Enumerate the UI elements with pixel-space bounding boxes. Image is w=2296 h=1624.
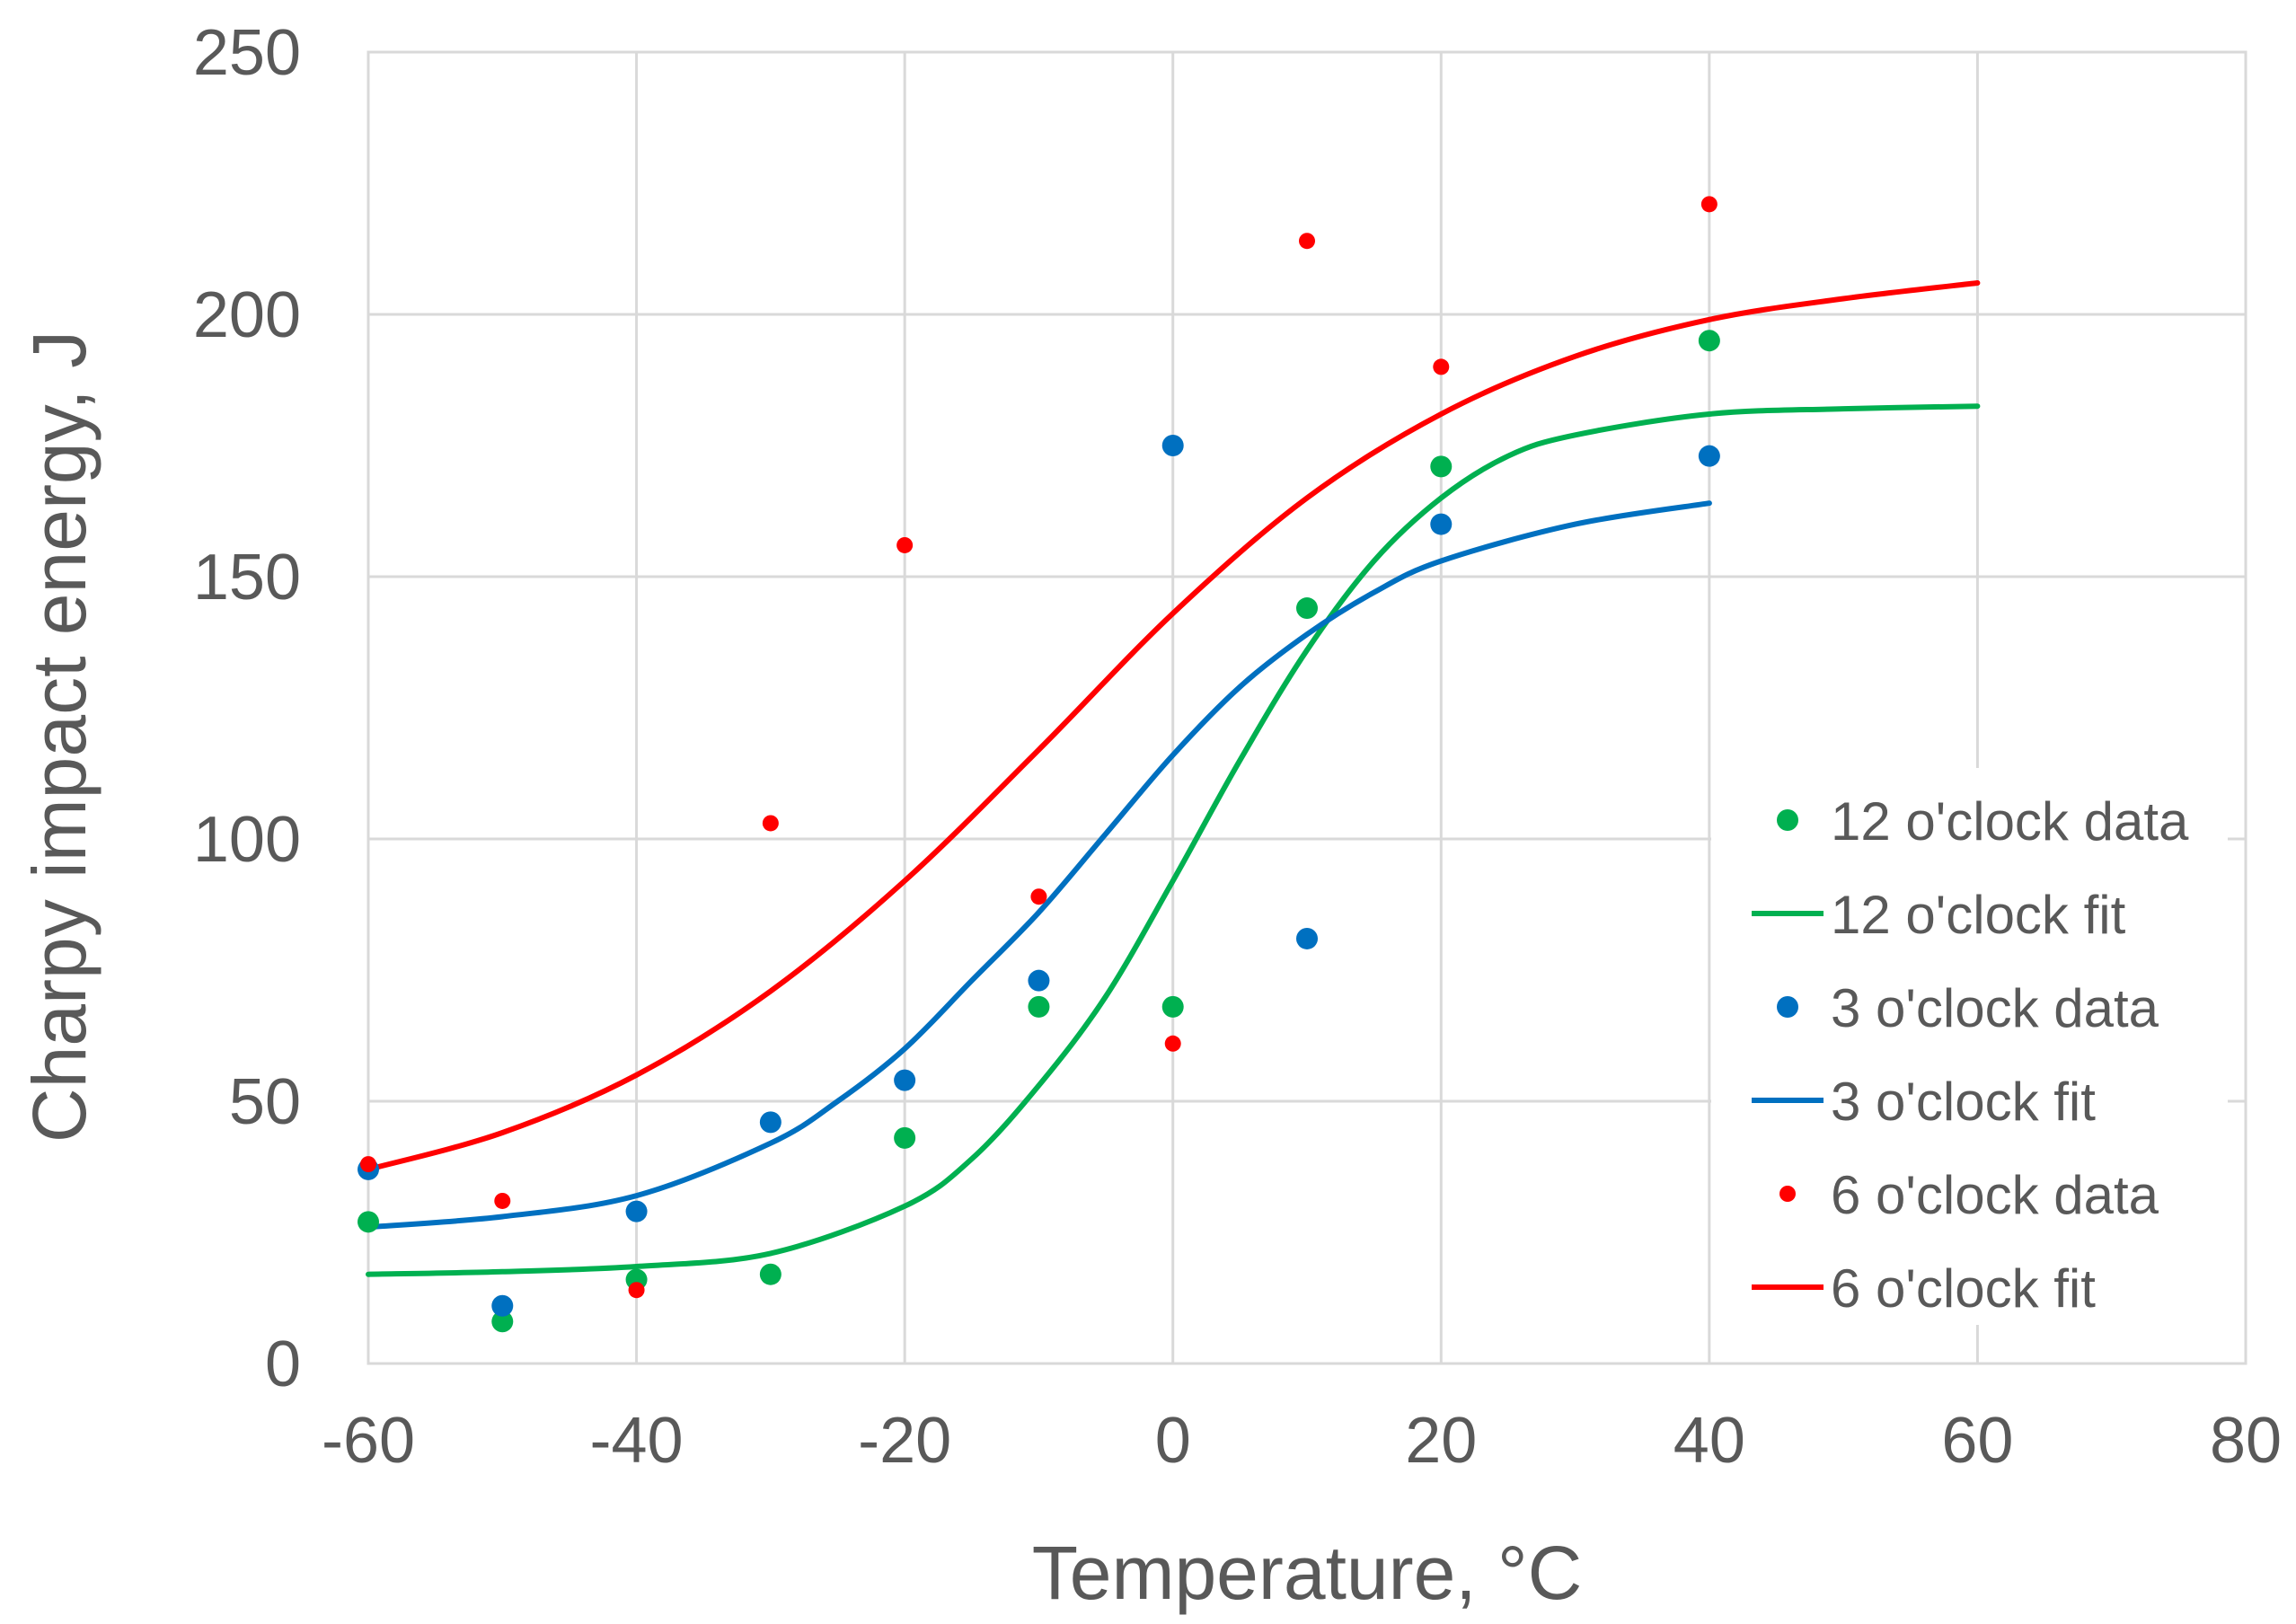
6-o-clock-data-point: [1299, 233, 1315, 250]
x-tick-label: -20: [858, 1405, 951, 1477]
12-o-clock-data-point: [1161, 995, 1184, 1018]
legend-12-o-clock-data-swatch: [1777, 809, 1798, 831]
legend-6-o-clock-fit-label: 6 o'clock fit: [1831, 1258, 2096, 1319]
x-axis-title: Temperature, °C: [1032, 1531, 1583, 1615]
legend-3-o-clock-fit-label: 3 o'clock fit: [1831, 1072, 2096, 1132]
6-o-clock-fit-line: [366, 280, 1981, 1172]
y-tick-label: 250: [193, 17, 301, 89]
x-tick-label: 0: [1155, 1405, 1191, 1477]
legend-background: [1711, 768, 2228, 1325]
12-o-clock-data-point: [1296, 597, 1318, 620]
legend-3-o-clock-data-label: 3 o'clock data: [1831, 978, 2159, 1038]
x-tick-label: -60: [322, 1405, 415, 1477]
3-o-clock-data-point: [491, 1294, 514, 1317]
3-o-clock-data-point: [625, 1200, 648, 1222]
3-o-clock-data-point: [1698, 445, 1720, 467]
6-o-clock-data-point: [1433, 358, 1450, 375]
3-o-clock-data-point: [759, 1111, 782, 1134]
y-axis-title: Charpy impact energy, J: [17, 331, 102, 1143]
3-o-clock-fit-line: [366, 500, 1712, 1231]
x-tick-label: 20: [1405, 1405, 1477, 1477]
y-tick-label: 100: [193, 804, 301, 876]
x-tick-label: 40: [1673, 1405, 1745, 1477]
6-o-clock-data-point: [1700, 196, 1718, 213]
3-o-clock-data-point: [1430, 513, 1453, 535]
6-o-clock-data-point: [896, 536, 914, 553]
y-tick-label: 50: [229, 1066, 301, 1138]
6-o-clock-data-point: [360, 1156, 376, 1173]
6-o-clock-data-point: [1030, 888, 1047, 905]
3-o-clock-data-point: [1028, 969, 1050, 992]
12-o-clock-data-point: [894, 1126, 916, 1149]
y-tick-label: 200: [193, 279, 301, 351]
3-o-clock-data-point: [894, 1069, 916, 1091]
tick-layer: -60 -40 -20 0 20 40 60 80 0 50 100 150 200 250: [193, 17, 2282, 1477]
series-layer: [358, 196, 1981, 1333]
x-tick-label: -40: [590, 1405, 684, 1477]
x-tick-label: 80: [2210, 1405, 2282, 1477]
legend: 12 o'clock data 12 o'clock fit 3 o'clock d…: [1711, 768, 2228, 1325]
y-tick-label: 0: [265, 1328, 301, 1400]
plot-frame: [366, 50, 2247, 1365]
12-o-clock-data-point: [1698, 330, 1720, 352]
12-o-clock-fit-line: [366, 403, 1981, 1277]
legend-12-o-clock-fit-label: 12 o'clock fit: [1831, 885, 2126, 945]
6-o-clock-data-point: [628, 1282, 645, 1299]
12-o-clock-data-point: [759, 1263, 782, 1285]
3-o-clock-data-point: [1161, 435, 1184, 456]
6-o-clock-data-point: [494, 1192, 511, 1209]
12-o-clock-data-point: [358, 1211, 379, 1233]
6-o-clock-data-point: [1164, 1035, 1181, 1052]
legend-3-o-clock-data-swatch: [1777, 996, 1798, 1018]
y-tick-label: 150: [193, 542, 301, 613]
legend-12-o-clock-data-label: 12 o'clock data: [1831, 791, 2189, 852]
12-o-clock-data-point: [1430, 455, 1453, 478]
12-o-clock-data-point: [491, 1311, 514, 1333]
12-o-clock-data-point: [1028, 995, 1050, 1018]
x-tick-label: 60: [1941, 1405, 2013, 1477]
6-o-clock-data-point: [762, 815, 779, 832]
3-o-clock-data-point: [1296, 927, 1318, 949]
legend-6-o-clock-data-label: 6 o'clock data: [1831, 1165, 2159, 1225]
legend-6-o-clock-data-swatch: [1779, 1186, 1796, 1202]
